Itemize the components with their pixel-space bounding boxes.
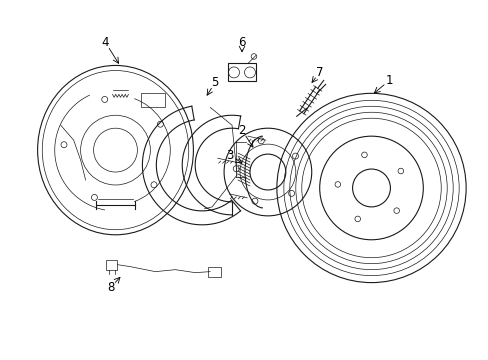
Text: 3: 3 [226,149,233,162]
Text: 1: 1 [385,74,392,87]
Text: 7: 7 [315,66,323,79]
Text: 8: 8 [106,281,114,294]
Text: 6: 6 [238,36,245,49]
Text: 4: 4 [102,36,109,49]
Text: 2: 2 [238,124,245,137]
Text: 5: 5 [211,76,218,89]
